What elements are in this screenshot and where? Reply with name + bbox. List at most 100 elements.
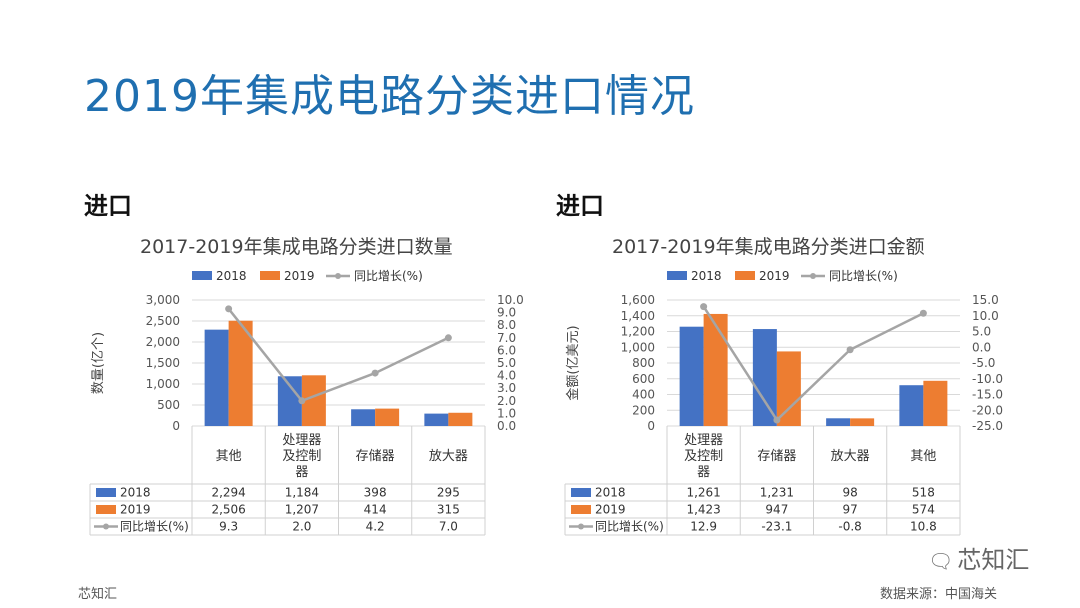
c0-table-row-label-2: 同比增长(%)	[120, 520, 189, 534]
chart-title-quantity: 2017-2019年集成电路分类进口数量	[140, 236, 453, 258]
c0-table-cell-0-0: 2,294	[211, 486, 245, 500]
c0-table-cell-0-3: 295	[437, 486, 460, 500]
c1-bar-2019-1	[776, 351, 801, 426]
c1-category-label-2: 放大器	[831, 449, 870, 464]
c0-y2tick-label: 2.0	[497, 394, 516, 408]
footer-source-left: 芯知汇	[78, 587, 118, 602]
c1-legend-label-2018: 2018	[691, 269, 722, 283]
c1-table-cell-2-1: -23.1	[761, 520, 792, 534]
c1-ytick-label: 800	[632, 356, 655, 370]
c0-legend: 2018 2019 同比增长(%)	[192, 269, 423, 283]
c1-ytick-label: 1,000	[621, 340, 655, 354]
c0-y2tick-label: 6.0	[497, 343, 516, 357]
c1-growth-point-1	[773, 416, 781, 424]
c0-legend-marker-growth	[335, 273, 341, 279]
c1-y2tick-label: -20.0	[972, 403, 1003, 417]
c0-table-cell-2-3: 7.0	[439, 520, 458, 534]
c0-ytick-label: 2,000	[146, 335, 180, 349]
c0-table-key-1	[96, 505, 116, 514]
c0-ytick-label: 1,000	[146, 377, 180, 391]
c1-ytick-label: 400	[632, 388, 655, 402]
c0-bar-2019-0	[228, 320, 253, 426]
c0-table-cell-2-2: 4.2	[366, 520, 385, 534]
c0-category-label-3: 放大器	[429, 449, 468, 464]
c0-y2tick-label: 4.0	[497, 369, 516, 383]
chart-title-amount: 2017-2019年集成电路分类进口金额	[612, 236, 925, 258]
c0-bar-2018-0	[204, 329, 229, 426]
c1-ylabel: 金额(亿美元)	[565, 325, 581, 400]
c1-table-cell-1-3: 574	[912, 503, 935, 517]
c0-growth-point-1	[298, 397, 306, 405]
c0-table-cell-2-0: 9.3	[219, 520, 238, 534]
c1-table-row-label-0: 2018	[595, 486, 626, 500]
c0-y2tick-label: 9.0	[497, 306, 516, 320]
c1-y2tick-label: -15.0	[972, 388, 1003, 402]
c0-growth-point-2	[371, 369, 379, 377]
c0-bar-2019-1	[301, 375, 326, 426]
c1-ytick-label: 1,600	[621, 293, 655, 307]
c1-category-label-1: 存储器	[757, 449, 796, 464]
wechat-icon: 🗨	[928, 549, 954, 573]
c1-bar-2019-0	[703, 313, 728, 426]
c0-table-cell-1-3: 315	[437, 503, 460, 517]
c1-table-row-label-2: 同比增长(%)	[595, 520, 664, 534]
c0-legend-label-2018: 2018	[216, 269, 247, 283]
c1-table-key-1	[571, 505, 591, 514]
c1-bar-2018-3	[899, 385, 924, 426]
c0-table-key-0	[96, 488, 116, 497]
c1-category-label-3: 其他	[910, 449, 936, 464]
c1-ytick-label: 0	[647, 419, 655, 433]
c0-table-cell-2-1: 2.0	[292, 520, 311, 534]
c0-y2tick-label: 7.0	[497, 331, 516, 345]
c1-bar-2019-2	[850, 418, 875, 426]
c0-legend-label-growth: 同比增长(%)	[354, 269, 423, 283]
c0-legend-swatch-2018	[192, 271, 212, 280]
c1-legend-swatch-2019	[735, 271, 755, 280]
c1-table-cell-0-1: 1,231	[760, 486, 794, 500]
c1-table-key-marker	[578, 523, 584, 530]
c0-ytick-label: 500	[157, 398, 180, 412]
c0-table-key-marker	[103, 523, 109, 530]
c1-table-cell-0-2: 98	[842, 486, 857, 500]
c0-growth-point-3	[444, 334, 452, 342]
c0-y2tick-label: 10.0	[497, 293, 524, 307]
c1-table-cell-2-0: 12.9	[690, 520, 717, 534]
c0-ytick-label: 0	[172, 419, 180, 433]
c1-legend-label-growth: 同比增长(%)	[829, 269, 898, 283]
c0-ytick-label: 3,000	[146, 293, 180, 307]
c1-legend-swatch-2018	[667, 271, 687, 280]
c1-category-label-0: 处理器及控制器	[684, 433, 723, 480]
c0-bar-2019-3	[448, 412, 473, 426]
c0-table-cell-1-2: 414	[364, 503, 387, 517]
c1-table-cell-0-0: 1,261	[686, 486, 720, 500]
c0-category-label-2: 存储器	[356, 449, 395, 464]
c1-growth-point-2	[846, 346, 854, 354]
c0-ylabel: 数量(亿个)	[91, 332, 106, 394]
quantity-chart: 2018 2019 同比增长(%) 0 500 1,000 1,500 2,000 2,500 3…	[89, 269, 524, 536]
watermark-text: 芯知汇	[957, 546, 1030, 574]
c1-legend-label-2019: 2019	[759, 269, 790, 283]
c1-bar-2019-3	[923, 380, 948, 426]
watermark: 🗨 芯知汇	[928, 540, 1029, 575]
c0-y2tick-label: 5.0	[497, 356, 516, 370]
section-label-left: 进口	[84, 192, 132, 220]
c1-legend: 2018 2019 同比增长(%)	[667, 269, 898, 283]
c1-ytick-label: 1,400	[621, 309, 655, 323]
c1-growth-point-3	[919, 309, 927, 317]
c1-y2tick-label: 0.0	[972, 340, 991, 354]
c1-ytick-label: 600	[632, 372, 655, 386]
c1-table-cell-1-0: 1,423	[686, 503, 720, 517]
c1-bar-2018-0	[679, 326, 704, 426]
c1-bar-2018-2	[826, 418, 851, 426]
c0-y2tick-label: 1.0	[497, 406, 516, 420]
c0-category-label-0: 其他	[216, 449, 242, 464]
c0-ytick-label: 2,500	[146, 314, 180, 328]
c1-legend-marker-growth	[810, 273, 816, 279]
c0-category-label-1: 处理器及控制器	[282, 433, 321, 480]
c1-table-cell-0-3: 518	[912, 486, 935, 500]
c1-y2tick-label: 10.0	[972, 309, 999, 323]
c0-ytick-label: 1,500	[146, 356, 180, 370]
c0-table-row-label-1: 2019	[120, 503, 151, 517]
c0-bar-2019-2	[375, 408, 400, 426]
c1-table-row-label-1: 2019	[595, 503, 626, 517]
